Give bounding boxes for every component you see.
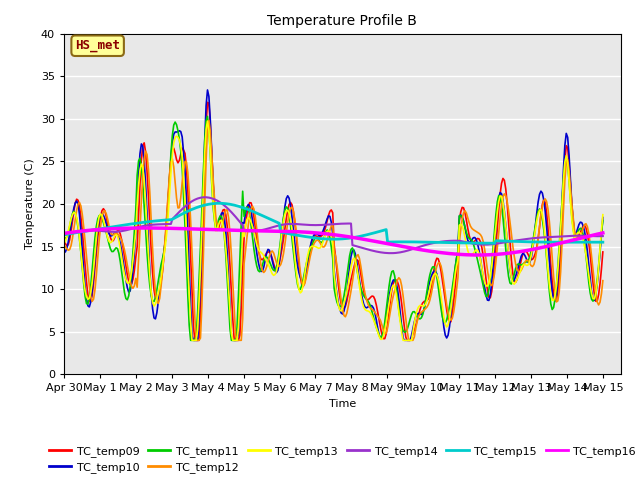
Line: TC_temp11: TC_temp11 bbox=[64, 116, 603, 340]
TC_temp10 bbox=[95, 216, 103, 222]
TC_temp09 bbox=[340, 305, 348, 311]
TC_temp12 bbox=[340, 312, 348, 318]
TC_temp15 bbox=[527, 239, 535, 245]
TC_temp16 bbox=[527, 247, 535, 252]
TC_temp15 bbox=[445, 240, 453, 246]
TC_temp12 bbox=[599, 278, 607, 284]
Line: TC_temp13: TC_temp13 bbox=[64, 121, 603, 340]
TC_temp09 bbox=[60, 238, 68, 244]
TC_temp15 bbox=[598, 240, 605, 245]
TC_temp13 bbox=[340, 301, 348, 307]
TC_temp12 bbox=[205, 118, 212, 123]
Title: Temperature Profile B: Temperature Profile B bbox=[268, 14, 417, 28]
Line: TC_temp09: TC_temp09 bbox=[64, 102, 603, 340]
TC_temp12 bbox=[60, 242, 68, 248]
TC_temp15 bbox=[79, 229, 86, 235]
TC_temp10 bbox=[447, 311, 455, 317]
TC_temp11 bbox=[204, 113, 211, 119]
TC_temp14 bbox=[599, 233, 607, 239]
TC_temp11 bbox=[447, 295, 455, 300]
TC_temp16 bbox=[60, 230, 68, 236]
TC_temp12 bbox=[193, 337, 200, 343]
TC_temp15 bbox=[215, 201, 223, 206]
Line: TC_temp15: TC_temp15 bbox=[64, 204, 603, 243]
TC_temp09 bbox=[204, 99, 211, 105]
TC_temp09 bbox=[191, 337, 198, 343]
TC_temp10 bbox=[527, 256, 535, 262]
X-axis label: Time: Time bbox=[329, 399, 356, 409]
TC_temp14 bbox=[447, 238, 455, 244]
Text: HS_met: HS_met bbox=[75, 39, 120, 52]
TC_temp11 bbox=[95, 213, 103, 218]
TC_temp10 bbox=[598, 232, 605, 238]
TC_temp16 bbox=[141, 225, 149, 231]
TC_temp14 bbox=[598, 233, 605, 239]
TC_temp15 bbox=[339, 236, 346, 242]
Line: TC_temp14: TC_temp14 bbox=[64, 197, 603, 253]
TC_temp10 bbox=[340, 308, 348, 314]
TC_temp09 bbox=[598, 266, 605, 272]
Line: TC_temp16: TC_temp16 bbox=[64, 228, 603, 255]
TC_temp14 bbox=[339, 221, 346, 227]
TC_temp12 bbox=[527, 263, 535, 269]
TC_temp16 bbox=[599, 230, 607, 236]
Legend: TC_temp09, TC_temp10, TC_temp11, TC_temp12, TC_temp13, TC_temp14, TC_temp15, TC_: TC_temp09, TC_temp10, TC_temp11, TC_temp… bbox=[44, 441, 640, 478]
TC_temp09 bbox=[527, 257, 535, 263]
TC_temp09 bbox=[447, 319, 455, 324]
TC_temp11 bbox=[79, 265, 86, 271]
TC_temp12 bbox=[447, 317, 455, 323]
TC_temp13 bbox=[527, 253, 535, 259]
TC_temp11 bbox=[599, 217, 607, 223]
TC_temp12 bbox=[95, 238, 103, 243]
TC_temp14 bbox=[79, 228, 86, 234]
TC_temp14 bbox=[201, 194, 209, 200]
TC_temp15 bbox=[95, 226, 103, 232]
TC_temp14 bbox=[387, 250, 394, 256]
TC_temp10 bbox=[79, 247, 86, 253]
TC_temp09 bbox=[95, 223, 103, 228]
TC_temp11 bbox=[598, 230, 605, 236]
TC_temp16 bbox=[95, 227, 103, 232]
TC_temp10 bbox=[204, 87, 211, 93]
TC_temp16 bbox=[339, 233, 346, 239]
TC_temp11 bbox=[527, 248, 535, 254]
TC_temp13 bbox=[95, 214, 103, 219]
TC_temp11 bbox=[60, 236, 68, 242]
TC_temp11 bbox=[340, 293, 348, 299]
TC_temp16 bbox=[474, 252, 481, 258]
TC_temp13 bbox=[447, 306, 455, 312]
TC_temp15 bbox=[599, 240, 607, 245]
TC_temp10 bbox=[189, 337, 197, 343]
TC_temp13 bbox=[598, 228, 605, 233]
TC_temp16 bbox=[598, 230, 605, 236]
TC_temp13 bbox=[204, 118, 211, 124]
Line: TC_temp12: TC_temp12 bbox=[64, 120, 603, 340]
TC_temp11 bbox=[187, 337, 195, 343]
TC_temp16 bbox=[445, 251, 453, 256]
TC_temp14 bbox=[527, 236, 535, 241]
TC_temp15 bbox=[60, 232, 68, 238]
TC_temp13 bbox=[79, 264, 86, 270]
TC_temp14 bbox=[95, 228, 103, 234]
TC_temp13 bbox=[60, 240, 68, 246]
TC_temp10 bbox=[599, 215, 607, 220]
TC_temp12 bbox=[598, 291, 605, 297]
TC_temp14 bbox=[60, 231, 68, 237]
TC_temp09 bbox=[599, 249, 607, 255]
TC_temp15 bbox=[491, 240, 499, 246]
Y-axis label: Temperature (C): Temperature (C) bbox=[26, 158, 35, 250]
TC_temp09 bbox=[79, 228, 86, 234]
TC_temp13 bbox=[599, 212, 607, 217]
Line: TC_temp10: TC_temp10 bbox=[64, 90, 603, 340]
TC_temp13 bbox=[188, 337, 196, 343]
TC_temp16 bbox=[79, 228, 86, 234]
TC_temp10 bbox=[60, 250, 68, 256]
TC_temp12 bbox=[79, 212, 86, 217]
